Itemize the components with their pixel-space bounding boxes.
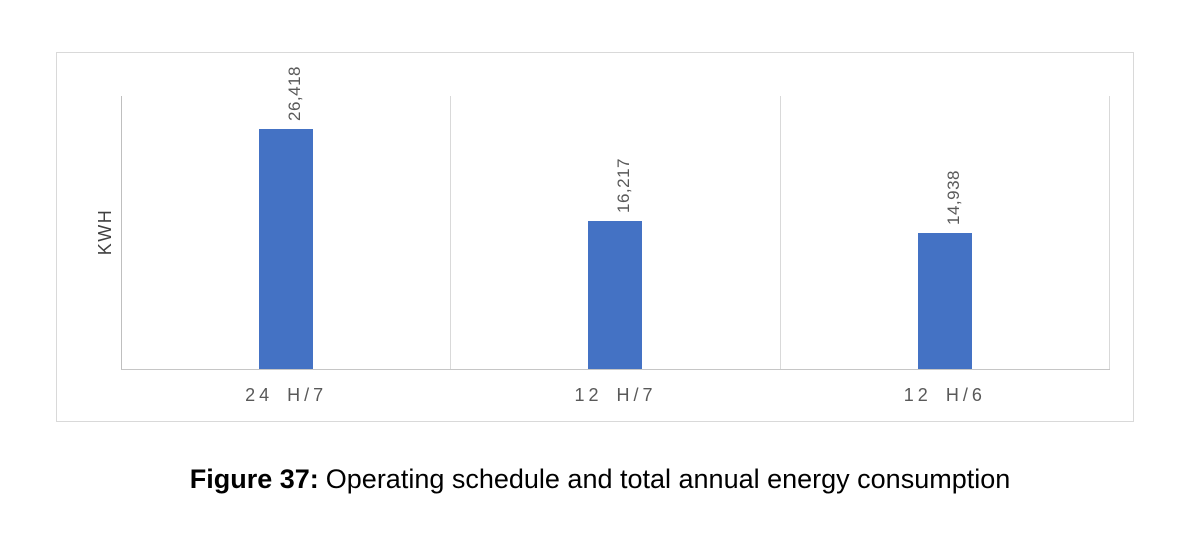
bar-value-label: 26,418 (285, 66, 305, 121)
category-cell: 26,418 24 H/7 (122, 66, 452, 405)
category-label: 24 H/7 (245, 385, 328, 405)
bar (917, 233, 972, 369)
chart-container: KWH 26,418 24 H/7 16,217 12 H/7 14,938 12 H/6 (56, 52, 1134, 422)
plot-area: 26,418 24 H/7 16,217 12 H/7 14,938 12 H/6 (121, 66, 1110, 405)
category-cell: 16,217 12 H/7 (451, 96, 781, 405)
figure-caption-text: Operating schedule and total annual ener… (325, 464, 1011, 494)
figure-caption: Figure 37: Operating schedule and total a… (0, 464, 1200, 495)
bar (259, 129, 314, 369)
y-axis-title: KWH (95, 208, 115, 256)
bar-value-label: 14,938 (943, 170, 963, 225)
category-label: 12 H/7 (574, 385, 657, 405)
bar-value-label: 16,217 (614, 158, 634, 213)
figure-number-label: Figure 37: (189, 464, 319, 494)
category-cell: 14,938 12 H/6 (781, 96, 1110, 405)
bar (588, 221, 643, 369)
category-label: 12 H/6 (903, 385, 986, 405)
category-cells: 26,418 24 H/7 16,217 12 H/7 14,938 12 H/6 (122, 66, 1110, 405)
